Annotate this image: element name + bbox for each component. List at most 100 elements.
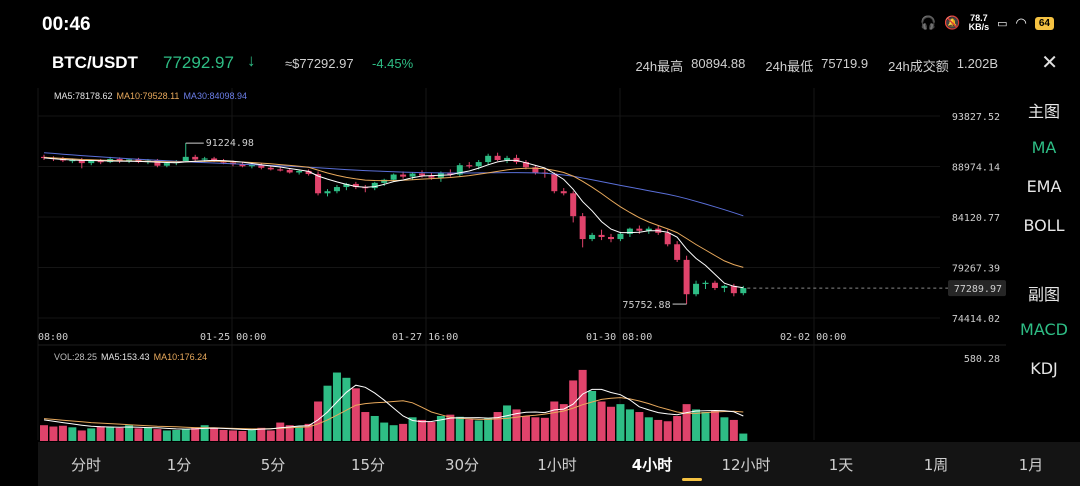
- volume-bar: [427, 422, 436, 441]
- tab-5m[interactable]: 5分: [260, 456, 286, 474]
- time-axis-label: 02-02 00:00: [780, 332, 846, 343]
- ma10-line: [43, 156, 744, 268]
- 24h-stats: 24h最高 80894.88 24h最低 75719.9 24h成交额 1.20…: [635, 56, 998, 75]
- ma5-line: [43, 157, 744, 289]
- tab-1d[interactable]: 1天: [828, 456, 854, 474]
- ma5-legend: MA5:78178.62: [54, 91, 113, 101]
- vol-ma5-legend: MA5:153.43: [101, 352, 150, 362]
- volume-bar: [701, 412, 710, 441]
- tab-1w[interactable]: 1周: [923, 456, 949, 474]
- candle-body: [296, 170, 303, 173]
- 24h-high-label: 24h最高: [635, 59, 684, 74]
- time-axis-label: 01-25 00:00: [200, 332, 266, 343]
- volume-bar: [172, 429, 181, 441]
- indicator-ma[interactable]: MA: [1031, 138, 1057, 157]
- ma-legend: MA5:78178.62 MA10:79528.11 MA30:84098.94: [54, 91, 247, 101]
- volume-bar: [503, 405, 512, 441]
- volume-bar: [436, 415, 445, 441]
- candle-body: [494, 155, 501, 160]
- vol-ma10-legend: MA10:176.24: [153, 352, 208, 362]
- vol-legend: VOL:28.25: [54, 352, 98, 362]
- candle-body: [277, 169, 284, 171]
- volume-bar: [87, 428, 96, 441]
- volume-bar: [663, 421, 672, 441]
- volume-bar: [559, 404, 568, 441]
- trading-pair[interactable]: BTC/USDT: [52, 53, 138, 72]
- volume-bar: [682, 404, 691, 441]
- candle-body: [381, 179, 388, 183]
- tab-4h[interactable]: 4小时: [631, 456, 673, 474]
- sim-icon: ▭: [997, 17, 1008, 30]
- volume-bar: [455, 416, 464, 441]
- indicator-macd[interactable]: MACD: [1020, 320, 1068, 339]
- price-change-percent: -4.45%: [372, 56, 414, 71]
- 24h-volume-label: 24h成交额: [888, 59, 949, 74]
- candle-body: [315, 174, 322, 194]
- close-icon[interactable]: ✕: [1041, 52, 1058, 74]
- tab-1mo[interactable]: 1月: [1018, 456, 1044, 474]
- candle-body: [645, 228, 652, 231]
- tab-15m[interactable]: 15分: [350, 456, 386, 474]
- volume-bar: [588, 390, 597, 441]
- volume-bar: [569, 380, 578, 441]
- volume-bar: [276, 422, 285, 441]
- volume-bar: [342, 377, 351, 441]
- max-price-marker: 91224.98: [206, 138, 254, 149]
- volume-bar: [578, 369, 587, 441]
- volume-bar: [304, 423, 313, 441]
- candle-body: [485, 155, 492, 163]
- volume-bar: [200, 425, 209, 441]
- tab-12h[interactable]: 12小时: [721, 456, 771, 474]
- candle-body: [192, 156, 199, 160]
- candle-body: [352, 183, 359, 188]
- volume-bar: [143, 427, 152, 441]
- volume-bar: [77, 430, 86, 441]
- candle-body: [428, 175, 435, 178]
- price-tick-label: 88974.14: [952, 163, 1000, 174]
- 24h-high-value: 80894.88: [691, 56, 746, 71]
- 24h-low-label: 24h最低: [765, 59, 814, 74]
- volume-bar: [181, 429, 190, 441]
- volume-bar: [550, 401, 559, 441]
- indicator-ema[interactable]: EMA: [1026, 177, 1062, 196]
- tab-fenshi[interactable]: 分时: [70, 456, 101, 474]
- volume-bar: [361, 412, 370, 441]
- tab-1h[interactable]: 1小时: [537, 456, 577, 474]
- indicator-kdj[interactable]: KDJ: [1030, 359, 1058, 378]
- candle-body: [248, 164, 255, 167]
- last-price: 77292.97: [163, 53, 234, 72]
- candle-body: [560, 191, 567, 194]
- volume-legend: VOL:28.25 MA5:153.43 MA10:176.24: [54, 352, 207, 362]
- candle-body: [333, 187, 340, 192]
- candle-body: [258, 164, 265, 168]
- indicator-boll[interactable]: BOLL: [1023, 216, 1065, 235]
- volume-bar: [314, 401, 323, 441]
- network-speed-unit: KB/s: [968, 22, 990, 32]
- volume-bar: [446, 414, 455, 441]
- current-price-label: 77289.97: [954, 284, 1002, 295]
- clock: 00:46: [42, 14, 91, 35]
- volume-bar: [370, 415, 379, 441]
- volume-bar: [49, 426, 58, 441]
- tab-30m[interactable]: 30分: [444, 456, 480, 474]
- candle-body: [182, 156, 189, 162]
- candle-body: [598, 234, 605, 237]
- time-axis-label: 01-27 16:00: [392, 332, 458, 343]
- sub-chart-label: 副图: [1027, 285, 1060, 304]
- volume-bar: [210, 428, 219, 441]
- time-axis-label: 08:00: [38, 332, 68, 343]
- network-speed: 78.7 KB/s: [969, 14, 990, 32]
- volume-bar: [40, 425, 48, 441]
- candle-body: [504, 157, 511, 160]
- candle-body: [636, 228, 643, 231]
- candle-body: [730, 285, 737, 294]
- candle-body: [617, 233, 624, 240]
- volume-bar: [389, 425, 398, 441]
- kline-chart[interactable]: 93827.52 88974.14 84120.77 79267.39 74414.02…: [0, 0, 1008, 442]
- volume-bar: [493, 412, 502, 441]
- volume-bar: [484, 418, 493, 441]
- candle-body: [740, 288, 747, 294]
- tab-1m[interactable]: 1分: [166, 456, 192, 474]
- volume-bar: [380, 422, 389, 441]
- volume-bar: [729, 419, 738, 441]
